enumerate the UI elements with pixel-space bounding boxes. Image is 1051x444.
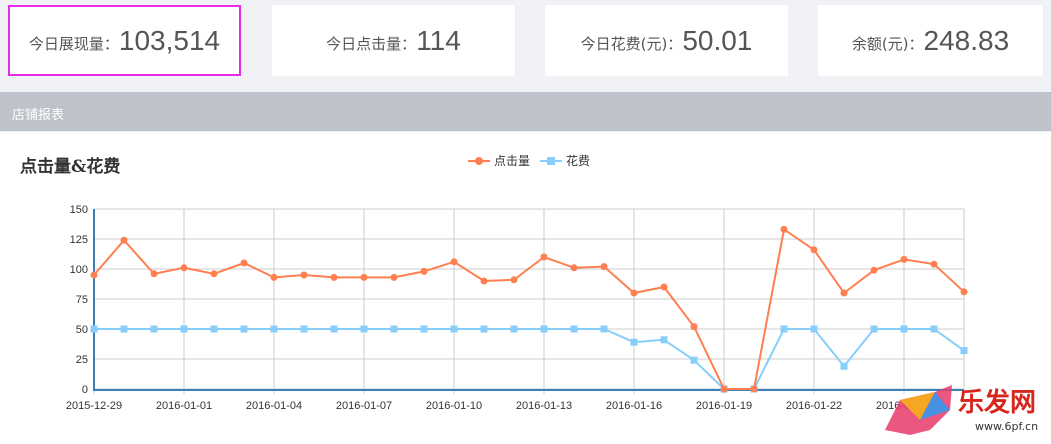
legend-item-clicks[interactable]: 点击量 (468, 152, 530, 169)
y-tick-label: 50 (76, 324, 88, 336)
data-point (390, 273, 398, 281)
stat-balance: 余额(元)： 248.83 (818, 5, 1043, 76)
data-point (930, 260, 938, 268)
stat-value: 103,514 (118, 24, 221, 56)
chart-panel: 点击量&花费 点击量 花费 (0, 132, 1051, 444)
x-tick-label: 2016-01-01 (156, 400, 212, 412)
watermark-url: www.6pf.cn (975, 420, 1039, 433)
data-point (120, 325, 128, 333)
y-tick-label: 150 (70, 204, 88, 216)
stat-value: 114 (416, 24, 461, 56)
stat-impressions: 今日展现量： 103,514 (8, 5, 241, 76)
data-point (660, 336, 668, 344)
data-point (420, 267, 428, 275)
data-point (690, 356, 698, 364)
stat-label: 今日花费(元)： (580, 35, 683, 53)
data-point (810, 325, 818, 333)
data-point (870, 266, 878, 274)
y-tick-label: 25 (76, 354, 88, 366)
data-point (630, 289, 638, 297)
data-point (690, 323, 698, 331)
data-point (360, 273, 368, 281)
data-point (450, 258, 458, 266)
x-tick-label: 2016-01-04 (246, 400, 302, 412)
data-point (510, 276, 518, 284)
stat-label: 余额(元)： (851, 35, 924, 53)
data-point (180, 264, 188, 272)
data-point (930, 325, 938, 333)
data-point (150, 270, 158, 278)
data-point (90, 325, 98, 333)
data-point (480, 325, 488, 333)
data-point (660, 283, 668, 291)
data-point (960, 288, 968, 296)
x-tick-label: 2016-01-16 (606, 400, 662, 412)
x-tick-label: 2016-01-19 (696, 400, 752, 412)
y-tick-label: 100 (70, 264, 88, 276)
series-line (94, 328, 965, 390)
stat-label: 今日点击量： (326, 35, 417, 53)
stat-clicks: 今日点击量： 114 (272, 5, 515, 76)
data-point (210, 325, 218, 333)
data-point (720, 385, 728, 393)
stat-value: 50.01 (682, 24, 753, 56)
y-tick-label: 125 (70, 234, 88, 246)
data-point (630, 338, 638, 346)
data-point (180, 325, 188, 333)
legend-item-spend[interactable]: 花费 (540, 152, 590, 169)
x-tick-label: 2015-12-29 (66, 400, 122, 412)
data-point (900, 325, 908, 333)
data-point (600, 263, 608, 271)
data-point (150, 325, 158, 333)
y-tick-label: 75 (76, 294, 88, 306)
data-point (780, 225, 788, 233)
data-point (420, 325, 428, 333)
data-point (870, 325, 878, 333)
data-point (570, 325, 578, 333)
stat-spend: 今日花费(元)： 50.01 (545, 5, 788, 76)
data-point (780, 325, 788, 333)
data-point (810, 246, 818, 254)
x-tick-label: 2016-01-13 (516, 400, 572, 412)
data-point (540, 325, 548, 333)
data-point (450, 325, 458, 333)
x-tick-label: 2016-01-10 (426, 400, 482, 412)
data-point (240, 259, 248, 267)
data-point (270, 325, 278, 333)
data-point (540, 253, 548, 261)
stat-label: 今日展现量： (28, 35, 119, 53)
data-point (210, 270, 218, 278)
x-tick-label: 2016-01-07 (336, 400, 392, 412)
data-point (570, 264, 578, 272)
data-point (270, 273, 278, 281)
series-line (93, 227, 965, 390)
watermark-logo: 乐发网 www.6pf.cn (880, 380, 1051, 444)
data-point (330, 325, 338, 333)
data-point (390, 325, 398, 333)
data-point (840, 362, 848, 370)
data-point (90, 271, 98, 279)
data-point (840, 289, 848, 297)
data-point (300, 271, 308, 279)
data-point (360, 325, 368, 333)
data-point (600, 325, 608, 333)
chart-legend: 点击量 花费 (468, 152, 590, 169)
data-point (960, 347, 968, 355)
data-point (240, 325, 248, 333)
data-point (120, 236, 128, 244)
data-point (750, 385, 758, 393)
data-point (330, 273, 338, 281)
stat-value: 248.83 (923, 24, 1010, 56)
data-point (300, 325, 308, 333)
x-tick-label: 2016-01-22 (786, 400, 842, 412)
data-point (900, 255, 908, 263)
data-point (480, 277, 488, 285)
data-point (510, 325, 518, 333)
watermark-brand: 乐发网 (958, 388, 1037, 418)
section-header: 店铺报表 (0, 92, 1051, 131)
y-tick-label: 0 (82, 384, 88, 396)
chart-title: 点击量&花费 (20, 157, 121, 177)
